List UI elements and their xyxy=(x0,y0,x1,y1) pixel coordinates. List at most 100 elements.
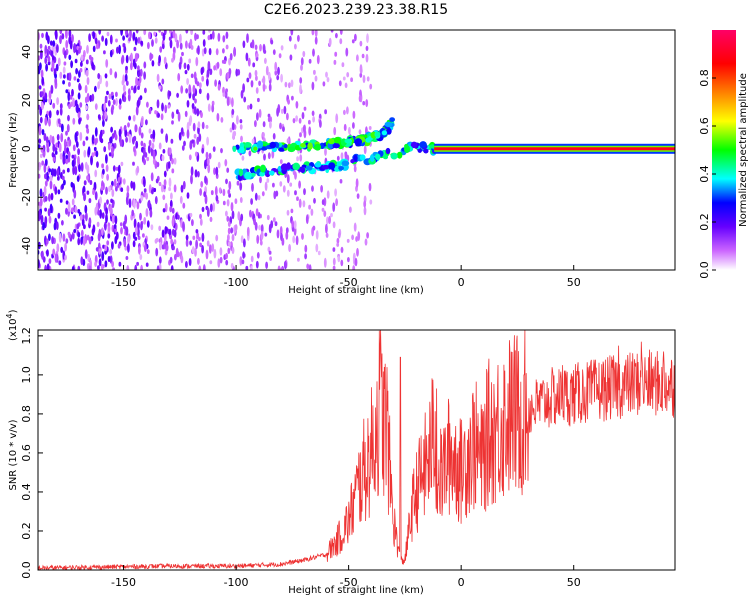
spectrogram-speck xyxy=(156,265,160,270)
spectrogram-speck xyxy=(274,221,278,227)
spectrogram-speck xyxy=(190,166,194,176)
spectrogram-speck xyxy=(145,208,149,217)
spectrogram-speck xyxy=(200,181,204,188)
spectrogram-speck xyxy=(164,226,168,235)
spectrogram-speck xyxy=(174,253,177,261)
spectrogram-blob xyxy=(389,117,395,122)
spectrogram-speck xyxy=(223,60,227,64)
spectrogram-speck xyxy=(335,198,338,207)
spectrogram-speck xyxy=(258,108,262,118)
spectrogram-speck xyxy=(222,200,226,206)
spectrogram-speck xyxy=(257,195,261,201)
spectrogram-speck xyxy=(102,119,105,127)
spectrogram-speck xyxy=(83,193,86,202)
spectrogram-speck xyxy=(303,106,307,111)
spectrogram-speck xyxy=(74,132,78,142)
spectrogram-speck xyxy=(188,58,192,64)
spectrogram-speck xyxy=(48,193,51,202)
spectrogram-speck xyxy=(150,172,154,182)
spectrogram-speck xyxy=(265,261,268,269)
spectrogram-speck xyxy=(140,132,144,139)
spectrogram-y-axis: -40 -20 0 20 40 xyxy=(20,45,43,255)
spectrogram-speck xyxy=(68,81,71,87)
spectrogram-speck xyxy=(40,214,44,223)
spectrogram-speck xyxy=(134,226,138,236)
spectrogram-speck xyxy=(162,149,166,154)
spectrogram-speck xyxy=(356,54,359,62)
spectrogram-speck xyxy=(189,212,193,218)
spectrogram-speck xyxy=(308,58,312,64)
spectrogram-speck xyxy=(285,227,289,234)
spectrogram-speck xyxy=(112,267,115,270)
spectrogram-speck xyxy=(147,199,151,209)
spectrogram-speck xyxy=(97,232,101,242)
spectrogram-speck xyxy=(109,49,113,58)
spectrogram-speck xyxy=(68,103,71,110)
spectrogram-speck xyxy=(122,178,126,185)
spectrogram-speck xyxy=(202,30,206,35)
spectrogram-speck xyxy=(76,103,79,114)
spectrogram-speck xyxy=(300,64,303,71)
spectrogram-speck xyxy=(62,233,66,242)
spectrogram-speck xyxy=(224,159,228,167)
spectrogram-speck xyxy=(73,43,77,53)
spectrogram-speck xyxy=(85,105,88,110)
spectrogram-speck xyxy=(255,260,259,269)
spectrogram-speck xyxy=(126,185,130,193)
y-tick-label: 0.0 xyxy=(20,561,33,579)
spectrogram-speck xyxy=(43,185,47,196)
spectrogram-blob xyxy=(243,142,252,148)
spectrogram-speck xyxy=(49,174,53,182)
spectrogram-speck xyxy=(230,227,234,234)
spectrogram-speck xyxy=(58,142,62,153)
spectrogram-speck xyxy=(105,164,109,172)
spectrogram-speck xyxy=(86,234,90,241)
spectrogram-speck xyxy=(286,138,290,144)
spectrogram-speck xyxy=(276,75,280,81)
spectrogram-speck xyxy=(242,83,246,93)
spectrogram-frame xyxy=(37,29,676,271)
spectrogram-speck xyxy=(269,121,272,129)
spectrogram-speck xyxy=(73,214,76,219)
spectrogram-speck xyxy=(281,237,285,246)
spectrogram-speck xyxy=(326,77,330,83)
spectrogram-speck xyxy=(191,103,195,110)
spectrogram-speck xyxy=(71,266,75,270)
spectrogram-speck xyxy=(54,77,58,86)
spectrogram-blob xyxy=(334,165,340,172)
y-tick-label: 0.4 xyxy=(20,483,33,501)
spectrogram-speck xyxy=(302,124,306,133)
spectrogram-speck xyxy=(246,226,250,237)
spectrogram-speck xyxy=(248,72,252,79)
spectrogram-speck xyxy=(133,218,137,229)
spectrogram-speck xyxy=(120,30,123,36)
spectrogram-speck xyxy=(332,202,336,212)
spectrogram-speck xyxy=(274,61,278,72)
spectrogram-speck xyxy=(116,182,120,188)
spectrogram-speck xyxy=(130,62,133,71)
spectrogram-speck xyxy=(143,30,147,36)
spectrogram-speck xyxy=(115,38,118,43)
spectrogram-speck xyxy=(108,93,112,100)
spectrogram-speck xyxy=(91,134,95,145)
spectrogram-speck xyxy=(111,189,115,198)
spectrogram-speck xyxy=(185,30,189,34)
spectrogram-speck xyxy=(112,99,116,105)
spectrogram-speck xyxy=(199,188,203,196)
spectrogram-speck xyxy=(189,38,193,48)
spectrogram-speck xyxy=(89,94,93,103)
spectrogram-speck xyxy=(289,54,293,61)
spectrogram-speck xyxy=(132,181,136,191)
spectrogram-speck xyxy=(279,122,282,130)
spectrogram-blob xyxy=(381,130,388,136)
spectrogram-speck xyxy=(227,189,231,195)
spectrogram-speck xyxy=(225,252,229,260)
spectrogram-speck xyxy=(171,158,174,165)
spectrogram-speck xyxy=(236,180,240,186)
spectrogram-speck xyxy=(197,45,200,55)
spectrogram-speck xyxy=(136,261,140,266)
spectrogram-speck xyxy=(133,85,137,94)
spectrogram-speck xyxy=(139,95,143,100)
spectrogram-speck xyxy=(173,184,177,193)
spectrogram-speck xyxy=(193,106,197,115)
